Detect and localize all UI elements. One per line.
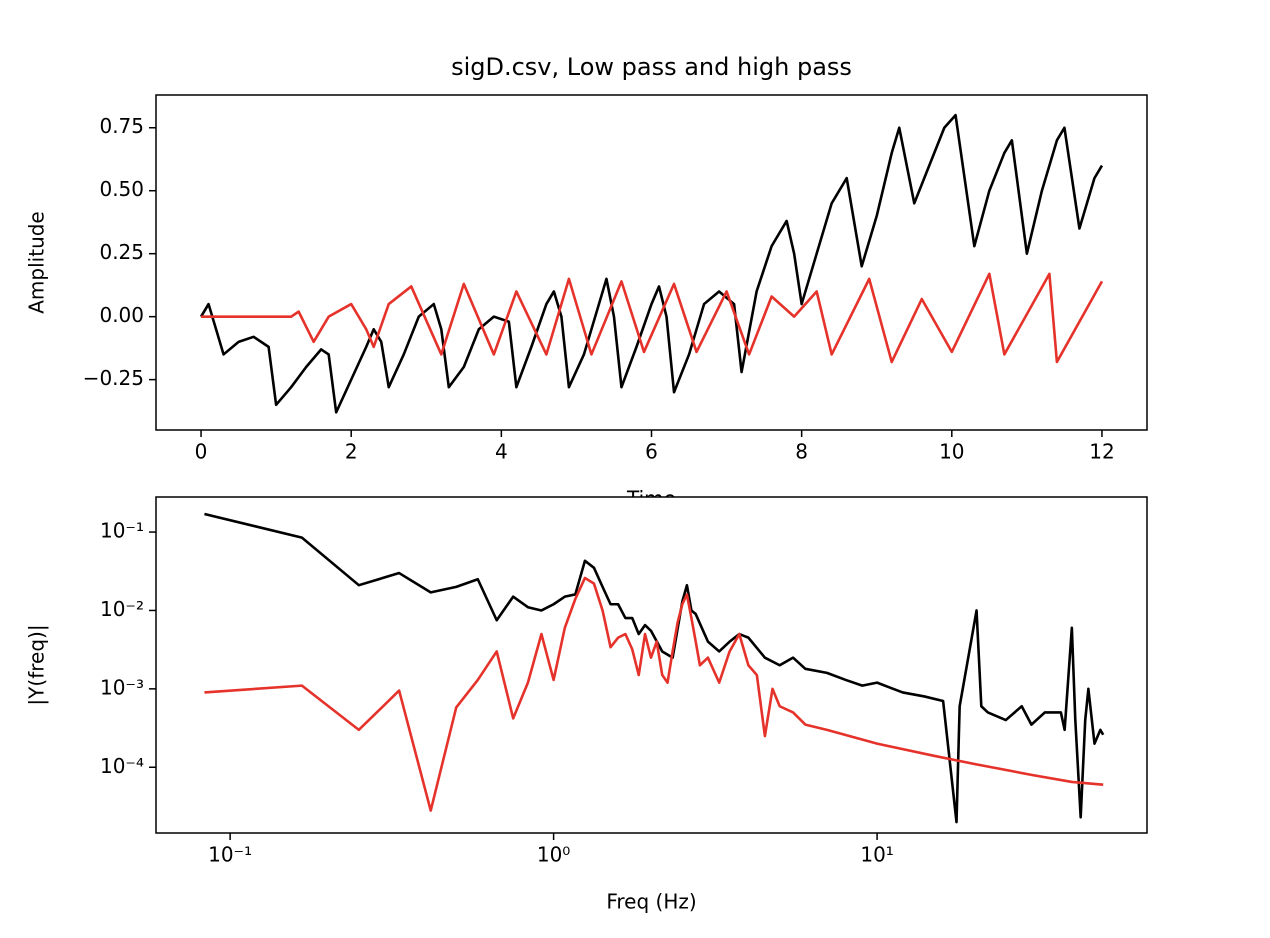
y-tick-label: 10⁻² bbox=[100, 597, 144, 621]
x-tick-label: 4 bbox=[495, 440, 508, 464]
y-axis-label: |Y(freq)| bbox=[25, 624, 49, 705]
y-axis-label: Amplitude bbox=[25, 211, 49, 314]
plot-area bbox=[204, 512, 1105, 824]
x-axis-label: Freq (Hz) bbox=[606, 890, 696, 914]
data-line bbox=[199, 113, 1104, 414]
x-tick-label: 8 bbox=[795, 440, 808, 464]
y-tick-label: 0.00 bbox=[99, 303, 144, 327]
data-line bbox=[201, 272, 1104, 364]
plot-area bbox=[199, 113, 1104, 414]
y-tick-label: 0.50 bbox=[99, 177, 144, 201]
x-tick-label: 10⁰ bbox=[537, 843, 570, 867]
x-tick-label: 2 bbox=[345, 440, 358, 464]
y-tick-label: 10⁻⁴ bbox=[100, 754, 144, 778]
x-tick-label: 6 bbox=[645, 440, 658, 464]
x-tick-label: 10 bbox=[939, 440, 964, 464]
x-tick-label: 10¹ bbox=[860, 843, 893, 867]
y-tick-label: 10⁻³ bbox=[100, 675, 144, 699]
y-tick-label: 10⁻¹ bbox=[100, 519, 144, 543]
axes-background bbox=[156, 95, 1147, 430]
y-tick-label: 0.75 bbox=[99, 114, 144, 138]
axes-frame bbox=[155, 496, 1148, 834]
x-tick-label: 0 bbox=[195, 440, 208, 464]
x-tick-label: 12 bbox=[1089, 440, 1114, 464]
chart-title: sigD.csv, Low pass and high pass bbox=[451, 53, 852, 81]
axes-background bbox=[156, 497, 1147, 833]
y-tick-label: −0.25 bbox=[83, 366, 144, 390]
x-tick-label: 10⁻¹ bbox=[208, 843, 252, 867]
y-tick-label: 0.25 bbox=[99, 240, 144, 264]
data-line bbox=[204, 512, 1105, 824]
data-line bbox=[204, 576, 1104, 812]
